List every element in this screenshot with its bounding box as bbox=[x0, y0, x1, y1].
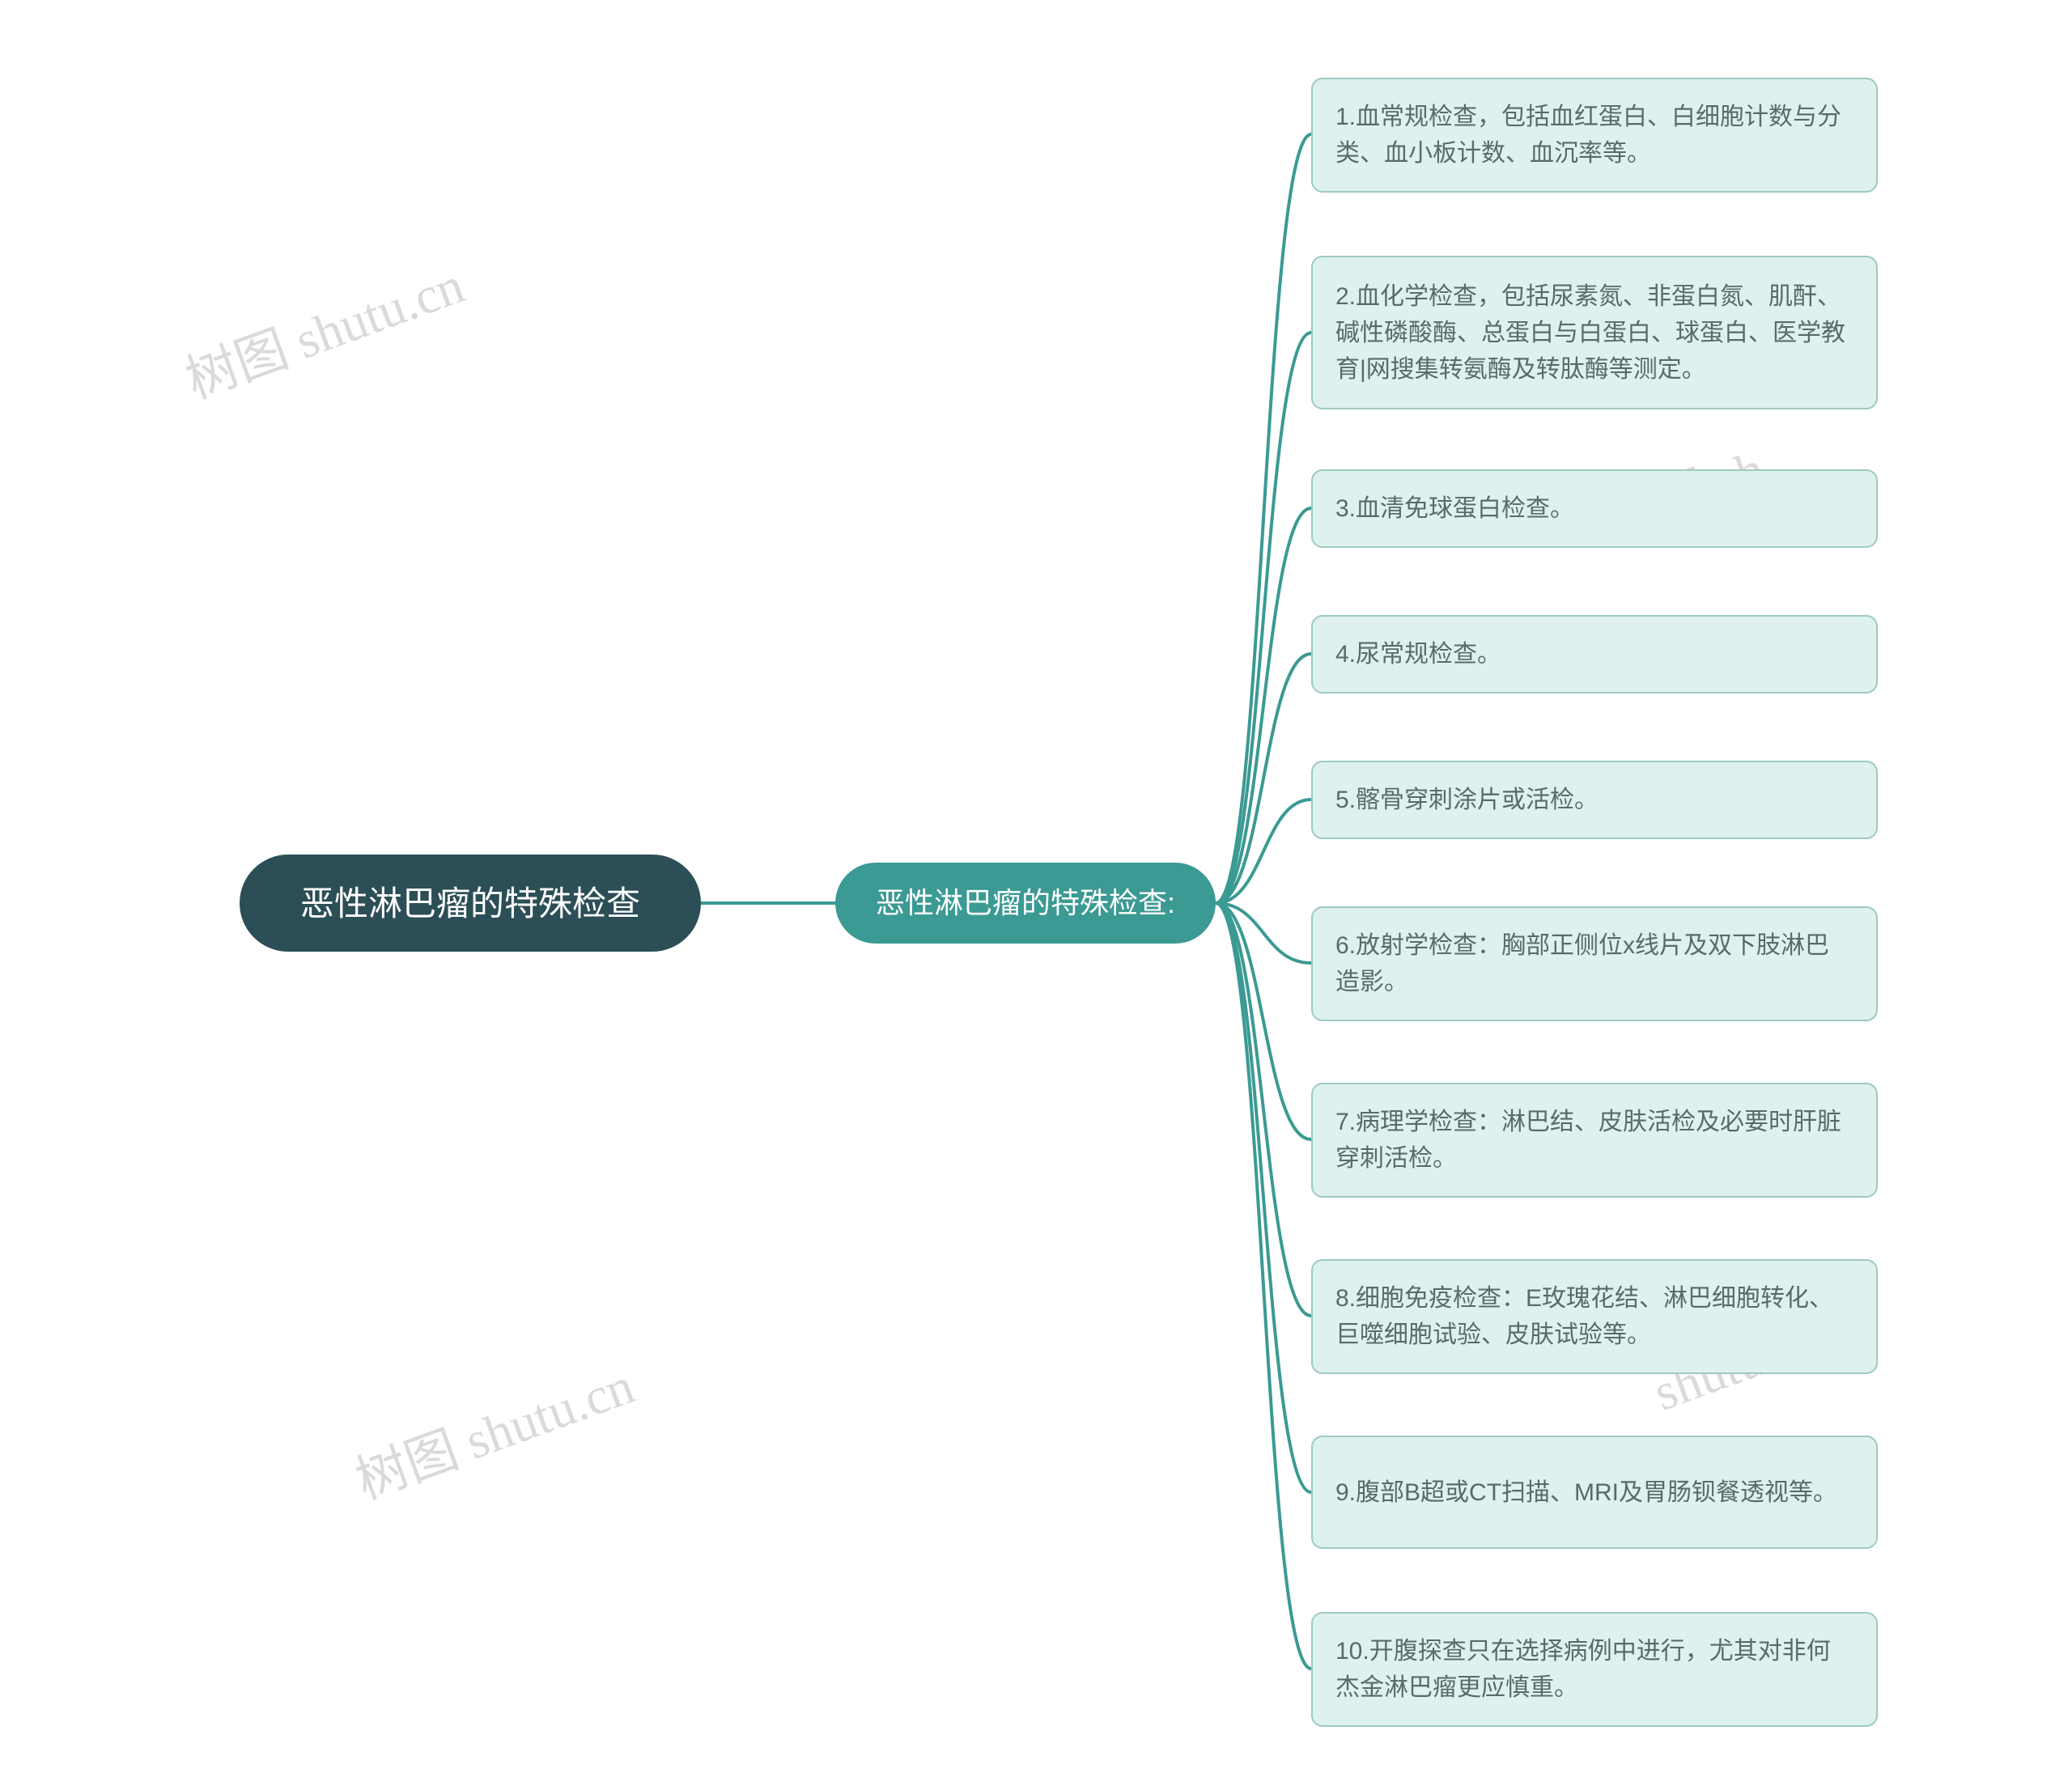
leaf-node: 4.尿常规检查。 bbox=[1311, 615, 1878, 694]
watermark: 树图 shutu.cn bbox=[174, 244, 473, 413]
leaf-node: 7.病理学检查：淋巴结、皮肤活检及必要时肝脏穿刺活检。 bbox=[1311, 1083, 1878, 1198]
leaf-node: 8.细胞免疫检查：E玫瑰花结、淋巴细胞转化、巨噬细胞试验、皮肤试验等。 bbox=[1311, 1259, 1878, 1374]
root-node: 恶性淋巴瘤的特殊检查 bbox=[240, 855, 701, 952]
leaf-node: 9.腹部B超或CT扫描、MRI及胃肠钡餐透视等。 bbox=[1311, 1436, 1878, 1549]
leaf-label: 8.细胞免疫检查：E玫瑰花结、淋巴细胞转化、巨噬细胞试验、皮肤试验等。 bbox=[1335, 1280, 1853, 1353]
leaf-label: 10.开腹探查只在选择病例中进行，尤其对非何杰金淋巴瘤更应慎重。 bbox=[1335, 1633, 1853, 1706]
leaf-label: 2.血化学检查，包括尿素氮、非蛋白氮、肌酐、碱性磷酸酶、总蛋白与白蛋白、球蛋白、… bbox=[1335, 278, 1853, 388]
leaf-node: 1.血常规检查，包括血红蛋白、白细胞计数与分类、血小板计数、血沉率等。 bbox=[1311, 78, 1878, 193]
leaf-label: 4.尿常规检查。 bbox=[1335, 636, 1501, 672]
leaf-label: 1.血常规检查，包括血红蛋白、白细胞计数与分类、血小板计数、血沉率等。 bbox=[1335, 99, 1853, 172]
sub-node: 恶性淋巴瘤的特殊检查: bbox=[835, 863, 1216, 944]
leaf-node: 5.髂骨穿刺涂片或活检。 bbox=[1311, 761, 1878, 839]
leaf-label: 5.髂骨穿刺涂片或活检。 bbox=[1335, 782, 1599, 818]
leaf-node: 10.开腹探查只在选择病例中进行，尤其对非何杰金淋巴瘤更应慎重。 bbox=[1311, 1612, 1878, 1727]
leaf-label: 9.腹部B超或CT扫描、MRI及胃肠钡餐透视等。 bbox=[1335, 1474, 1837, 1511]
leaf-label: 3.血清免球蛋白检查。 bbox=[1335, 490, 1574, 527]
leaf-label: 7.病理学检查：淋巴结、皮肤活检及必要时肝脏穿刺活检。 bbox=[1335, 1104, 1853, 1177]
mindmap-canvas: 树图 shutu.cn树图 shutu.cn树图 shshutu.cn 恶性淋巴… bbox=[0, 0, 2072, 1790]
leaf-node: 6.放射学检查：胸部正侧位x线片及双下肢淋巴造影。 bbox=[1311, 906, 1878, 1021]
root-label: 恶性淋巴瘤的特殊检查 bbox=[300, 878, 640, 929]
leaf-node: 3.血清免球蛋白检查。 bbox=[1311, 469, 1878, 548]
leaf-node: 2.血化学检查，包括尿素氮、非蛋白氮、肌酐、碱性磷酸酶、总蛋白与白蛋白、球蛋白、… bbox=[1311, 256, 1878, 409]
sub-label: 恶性淋巴瘤的特殊检查: bbox=[876, 881, 1175, 925]
watermark: 树图 shutu.cn bbox=[344, 1344, 643, 1513]
leaf-label: 6.放射学检查：胸部正侧位x线片及双下肢淋巴造影。 bbox=[1335, 927, 1853, 1000]
